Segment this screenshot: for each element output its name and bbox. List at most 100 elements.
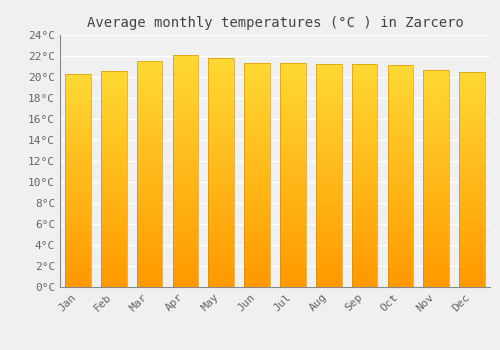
Bar xyxy=(316,187,342,190)
Bar xyxy=(101,95,126,98)
Bar xyxy=(352,223,378,226)
Bar xyxy=(316,173,342,176)
Bar xyxy=(352,137,378,140)
Bar xyxy=(388,232,413,235)
Bar xyxy=(65,108,91,111)
Bar xyxy=(424,254,449,257)
Bar xyxy=(65,271,91,274)
Bar xyxy=(316,134,342,137)
Bar xyxy=(280,119,306,122)
Bar xyxy=(352,184,378,187)
Bar xyxy=(208,90,234,92)
Bar xyxy=(136,191,162,194)
Bar xyxy=(459,112,485,115)
Bar xyxy=(65,199,91,202)
Bar xyxy=(424,227,449,230)
Bar xyxy=(424,89,449,91)
Bar xyxy=(352,95,378,98)
Bar xyxy=(172,125,199,127)
Bar xyxy=(136,81,162,84)
Bar xyxy=(136,157,162,160)
Bar xyxy=(316,126,342,128)
Bar xyxy=(424,102,449,105)
Bar xyxy=(208,281,234,284)
Bar xyxy=(388,182,413,184)
Bar xyxy=(280,80,306,83)
Bar xyxy=(101,193,126,195)
Bar xyxy=(352,92,378,95)
Bar xyxy=(101,135,126,138)
Bar xyxy=(316,164,342,167)
Bar xyxy=(136,67,162,70)
Bar xyxy=(172,240,199,244)
Bar xyxy=(244,173,270,175)
Bar xyxy=(172,206,199,209)
Bar xyxy=(136,253,162,256)
Bar xyxy=(424,170,449,173)
Bar xyxy=(101,260,126,262)
Bar xyxy=(424,148,449,151)
Bar xyxy=(244,253,270,256)
Bar xyxy=(65,98,91,100)
Bar xyxy=(172,165,199,168)
Bar xyxy=(352,76,378,78)
Bar xyxy=(136,109,162,112)
Bar xyxy=(136,256,162,259)
Bar xyxy=(459,252,485,255)
Bar xyxy=(65,84,91,87)
Bar xyxy=(352,117,378,120)
Bar xyxy=(65,236,91,239)
Bar xyxy=(244,178,270,181)
Bar xyxy=(459,123,485,126)
Bar xyxy=(136,236,162,239)
Bar xyxy=(280,239,306,242)
Bar xyxy=(65,103,91,106)
Bar xyxy=(172,145,199,148)
Bar xyxy=(316,276,342,279)
Bar xyxy=(280,133,306,136)
Bar xyxy=(424,135,449,138)
Bar xyxy=(208,238,234,241)
Bar xyxy=(65,255,91,258)
Bar xyxy=(388,248,413,251)
Bar xyxy=(208,258,234,261)
Bar xyxy=(172,174,199,177)
Bar xyxy=(316,114,342,117)
Bar xyxy=(352,237,378,240)
Bar xyxy=(280,75,306,77)
Bar xyxy=(280,105,306,108)
Bar xyxy=(101,225,126,228)
Bar xyxy=(136,267,162,270)
Bar xyxy=(208,153,234,155)
Bar xyxy=(65,282,91,284)
Bar xyxy=(352,150,378,153)
Bar xyxy=(352,257,378,259)
Bar xyxy=(424,113,449,116)
Bar xyxy=(352,267,378,270)
Bar xyxy=(459,91,485,93)
Bar xyxy=(424,91,449,94)
Bar xyxy=(172,87,199,90)
Bar xyxy=(280,128,306,131)
Bar xyxy=(136,270,162,273)
Bar xyxy=(65,276,91,279)
Bar xyxy=(459,196,485,198)
Bar xyxy=(208,98,234,101)
Bar xyxy=(280,83,306,86)
Bar xyxy=(352,193,378,195)
Bar xyxy=(388,124,413,126)
Bar xyxy=(244,248,270,251)
Bar xyxy=(136,135,162,138)
Bar xyxy=(459,282,485,284)
Bar xyxy=(316,90,342,92)
Bar xyxy=(424,99,449,102)
Bar xyxy=(352,70,378,73)
Bar xyxy=(424,262,449,265)
Bar xyxy=(280,267,306,270)
Bar xyxy=(136,78,162,81)
Bar xyxy=(208,118,234,121)
Bar xyxy=(459,206,485,209)
Bar xyxy=(172,69,199,72)
Bar xyxy=(280,245,306,248)
Bar xyxy=(388,102,413,104)
